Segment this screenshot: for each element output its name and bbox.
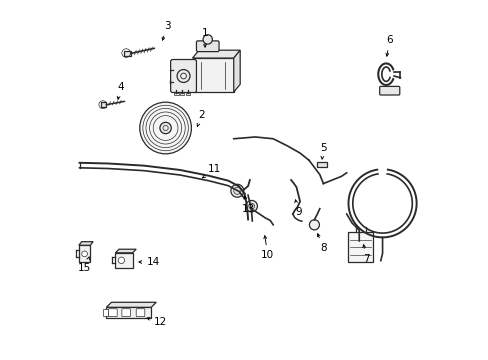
Polygon shape <box>233 50 240 92</box>
Text: 6: 6 <box>385 35 392 56</box>
FancyBboxPatch shape <box>379 86 399 95</box>
Text: 1: 1 <box>202 28 208 47</box>
Bar <box>192 58 233 92</box>
Circle shape <box>245 201 257 212</box>
Text: 13: 13 <box>241 196 254 214</box>
Polygon shape <box>106 302 156 307</box>
FancyBboxPatch shape <box>196 41 219 51</box>
Circle shape <box>233 187 241 194</box>
Text: 14: 14 <box>139 257 160 267</box>
Circle shape <box>140 102 191 154</box>
Text: 8: 8 <box>317 234 326 253</box>
Circle shape <box>230 184 244 197</box>
Bar <box>174 93 178 95</box>
Text: 5: 5 <box>320 143 326 159</box>
FancyBboxPatch shape <box>108 309 117 317</box>
FancyBboxPatch shape <box>136 309 144 317</box>
Polygon shape <box>101 102 106 107</box>
Text: 7: 7 <box>362 245 369 264</box>
Circle shape <box>118 257 124 264</box>
Circle shape <box>81 251 87 257</box>
Circle shape <box>160 122 171 134</box>
Polygon shape <box>79 242 93 245</box>
Circle shape <box>248 203 254 209</box>
Text: 2: 2 <box>197 111 204 126</box>
Polygon shape <box>192 50 240 58</box>
Text: 11: 11 <box>202 164 220 178</box>
Bar <box>185 93 190 95</box>
Text: 4: 4 <box>117 82 124 99</box>
Circle shape <box>203 35 212 44</box>
Bar <box>79 245 90 262</box>
Bar <box>102 310 108 316</box>
Bar <box>316 162 326 167</box>
Text: 15: 15 <box>78 257 91 273</box>
Bar <box>115 253 132 268</box>
Circle shape <box>309 220 319 230</box>
FancyBboxPatch shape <box>122 309 130 317</box>
FancyBboxPatch shape <box>170 59 196 93</box>
Text: 10: 10 <box>261 236 274 260</box>
Text: 3: 3 <box>162 21 170 40</box>
Bar <box>348 232 372 262</box>
Bar <box>106 307 151 318</box>
Bar <box>180 93 184 95</box>
Text: 9: 9 <box>294 200 301 217</box>
Text: 12: 12 <box>147 317 166 327</box>
Polygon shape <box>124 50 131 56</box>
Polygon shape <box>115 249 136 253</box>
